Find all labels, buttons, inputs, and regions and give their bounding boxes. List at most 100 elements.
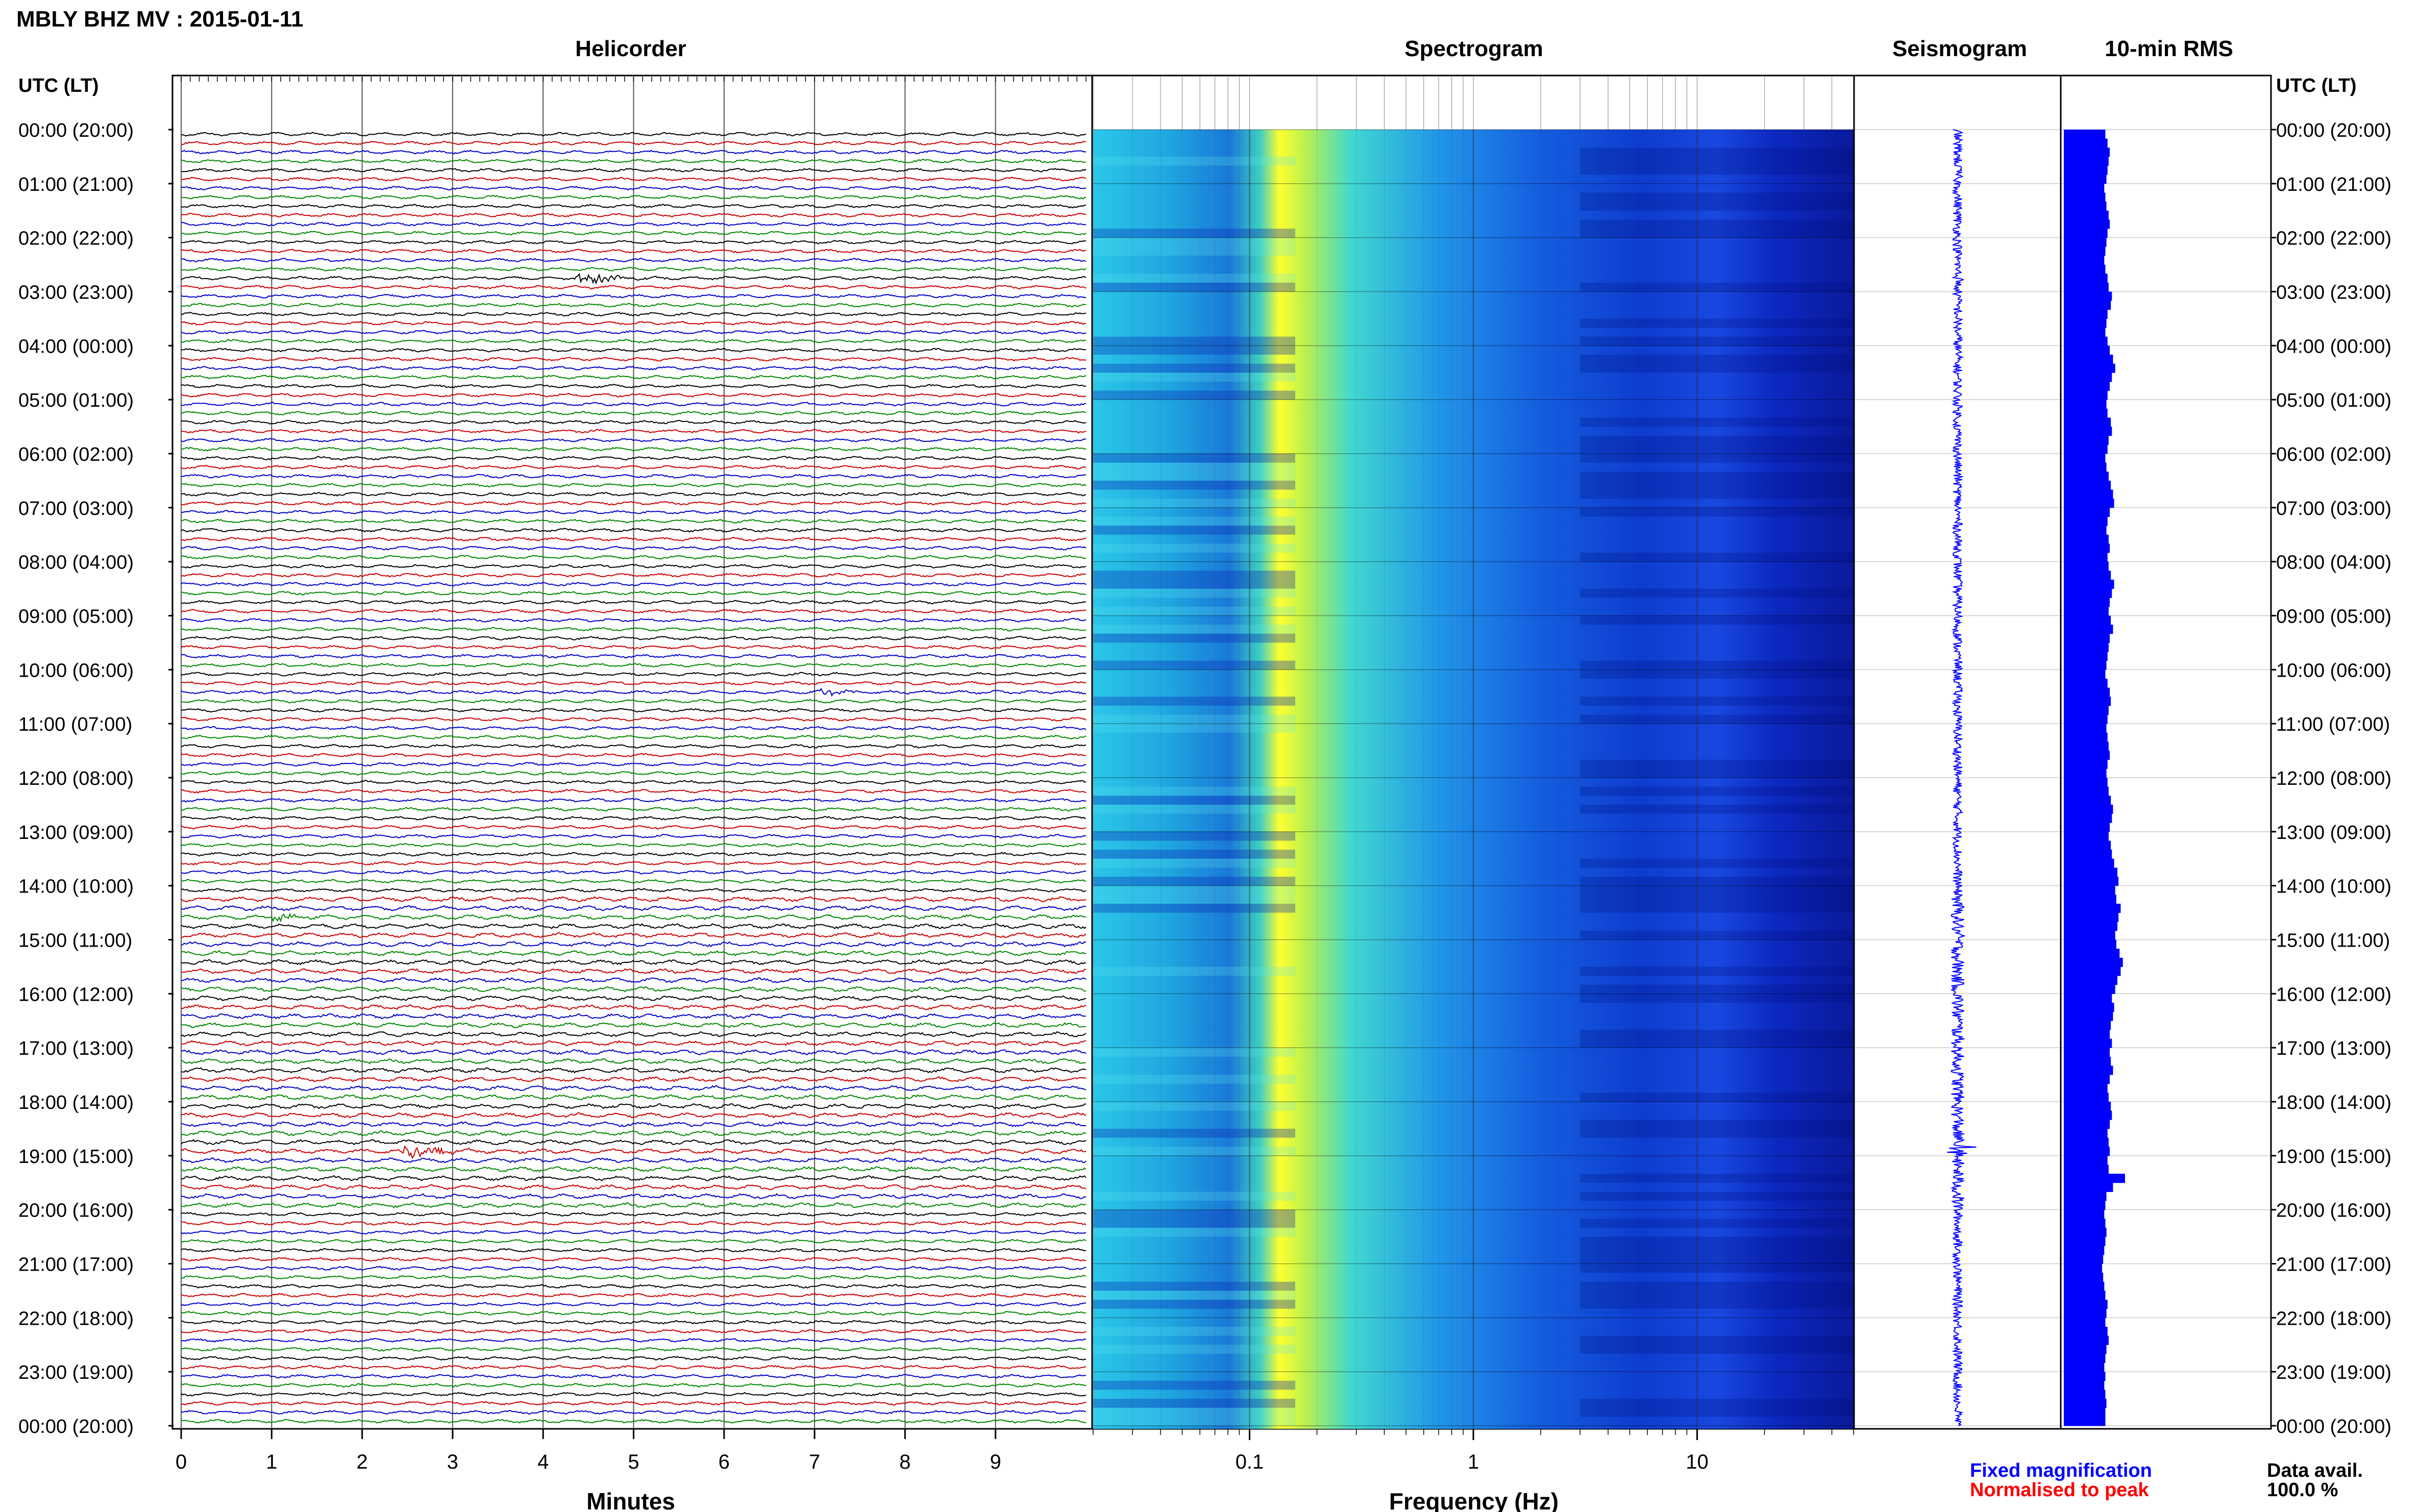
spectrogram-band xyxy=(1580,769,1854,778)
helicorder-trace xyxy=(181,1211,1087,1217)
helicorder-trace xyxy=(181,941,1087,948)
spectrogram-band xyxy=(1580,895,1854,904)
time-label-right: 09:00 (05:00) xyxy=(2276,606,2391,628)
helicorder-trace xyxy=(181,1257,1087,1262)
spectrogram-band xyxy=(1093,1281,1296,1291)
time-label-left: 20:00 (16:00) xyxy=(18,1200,134,1222)
helicorder-trace xyxy=(181,1049,1087,1055)
rms-bar xyxy=(2064,489,2113,499)
time-label-left: 19:00 (15:00) xyxy=(18,1146,134,1168)
rms-bar xyxy=(2064,246,2106,256)
time-label-left: 03:00 (23:00) xyxy=(18,282,134,304)
rms-bar xyxy=(2064,1110,2112,1120)
rms-bar xyxy=(2064,796,2111,805)
spectrogram-band xyxy=(1093,1128,1296,1138)
rms-bar xyxy=(2064,229,2108,238)
spectrogram-band xyxy=(1093,831,1296,841)
time-label-right: 13:00 (09:00) xyxy=(2276,822,2391,844)
rms-bar xyxy=(2064,1209,2105,1219)
helicorder-trace xyxy=(181,1013,1087,1020)
time-label-right: 12:00 (08:00) xyxy=(2276,768,2391,789)
rms-bar xyxy=(2064,751,2110,760)
rms-bar xyxy=(2064,165,2108,175)
helicorder-trace xyxy=(181,1031,1087,1037)
helicorder-trace xyxy=(181,140,1087,145)
rms-bar xyxy=(2064,903,2121,913)
rms-bar xyxy=(2064,1318,2106,1327)
rms-bar xyxy=(2064,480,2111,490)
helicorder-trace xyxy=(181,1266,1087,1271)
helicorder-trace xyxy=(181,510,1087,515)
figure-title: MBLY BHZ MV : 2015-01-11 xyxy=(16,7,303,32)
helicorder-trace xyxy=(181,303,1087,308)
rms-bar xyxy=(2064,615,2111,625)
helicorder-trace xyxy=(181,617,1087,623)
spectrogram-x-tick-label: 0.1 xyxy=(1236,1451,1264,1473)
helicorder-trace xyxy=(181,1284,1087,1289)
helicorder-trace xyxy=(181,645,1087,650)
helicorder-trace xyxy=(181,825,1087,830)
helicorder-trace xyxy=(181,879,1087,884)
rms-bar xyxy=(2064,390,2108,400)
helicorder-trace xyxy=(181,1337,1087,1343)
rms-bar xyxy=(2064,291,2112,301)
helicorder-trace xyxy=(181,1392,1087,1397)
legend-fixed-magnification: Fixed magnification xyxy=(1970,1460,2152,1481)
rms-bar xyxy=(2064,949,2120,958)
rms-bar xyxy=(2064,1083,2108,1093)
rms-bar xyxy=(2064,1362,2105,1372)
time-label-right: 16:00 (12:00) xyxy=(2276,984,2391,1005)
helicorder-trace xyxy=(181,1409,1086,1415)
helicorder-trace xyxy=(181,150,1087,155)
time-label-left: 21:00 (17:00) xyxy=(18,1254,134,1276)
rms-bar xyxy=(2064,714,2108,724)
spectrogram-band xyxy=(1580,1128,1854,1138)
rms-bar xyxy=(2064,499,2114,508)
rms-bar xyxy=(2064,850,2112,859)
helicorder-trace xyxy=(181,1374,1087,1379)
spectrogram-band xyxy=(1093,796,1296,805)
spectrogram-band xyxy=(1093,390,1296,400)
spectrogram-band xyxy=(1093,516,1296,526)
rms-bar xyxy=(2064,534,2109,544)
rms-bar xyxy=(2064,1227,2107,1237)
rms-bar xyxy=(2064,732,2108,742)
spectrogram-x-ticks: 0.1 1 10 xyxy=(1093,1429,1854,1473)
time-label-right: 03:00 (23:00) xyxy=(2276,282,2391,304)
helicorder-trace xyxy=(181,231,1087,236)
rms-bar xyxy=(2064,697,2111,706)
helicorder-x-tick-label: 3 xyxy=(447,1451,458,1473)
rms-bar xyxy=(2064,1291,2106,1300)
spectrogram-band xyxy=(1580,660,1854,670)
helicorder-trace xyxy=(181,699,1087,704)
spectrogram-band xyxy=(1580,454,1854,463)
spectrogram-band xyxy=(1580,670,1854,679)
helicorder-trace xyxy=(181,1157,1087,1163)
time-label-right: 02:00 (22:00) xyxy=(2276,228,2391,250)
helicorder-trace xyxy=(181,546,1087,551)
rms-bar xyxy=(2064,1281,2105,1291)
spectrogram-band xyxy=(1580,1236,1854,1246)
rms-bar xyxy=(2064,1174,2125,1183)
rms-bar xyxy=(2064,1380,2105,1390)
helicorder-trace xyxy=(181,272,1087,285)
helicorder-trace xyxy=(181,1040,1087,1047)
spectrogram-band xyxy=(1093,1345,1296,1354)
helicorder-trace xyxy=(181,348,1087,353)
spectrogram-band xyxy=(1580,472,1854,481)
rms-bar xyxy=(2064,345,2110,355)
helicorder-trace xyxy=(181,968,1087,975)
rms-bar xyxy=(2064,1065,2113,1075)
spectrogram-title: Spectrogram xyxy=(1404,36,1543,61)
spectrogram-band xyxy=(1093,1209,1296,1219)
seismogram-title: Seismogram xyxy=(1892,36,2027,61)
spectrogram-band xyxy=(1093,850,1296,859)
rms-bar xyxy=(2064,867,2117,877)
spectrogram-band xyxy=(1093,462,1296,472)
utc-label-right: UTC (LT) xyxy=(2276,75,2357,96)
helicorder-trace xyxy=(181,392,1087,398)
rms-bar xyxy=(2064,435,2109,445)
time-label-right: 21:00 (17:00) xyxy=(2276,1254,2391,1276)
helicorder-x-tick-label: 2 xyxy=(356,1451,367,1473)
rms-bar xyxy=(2064,400,2107,409)
